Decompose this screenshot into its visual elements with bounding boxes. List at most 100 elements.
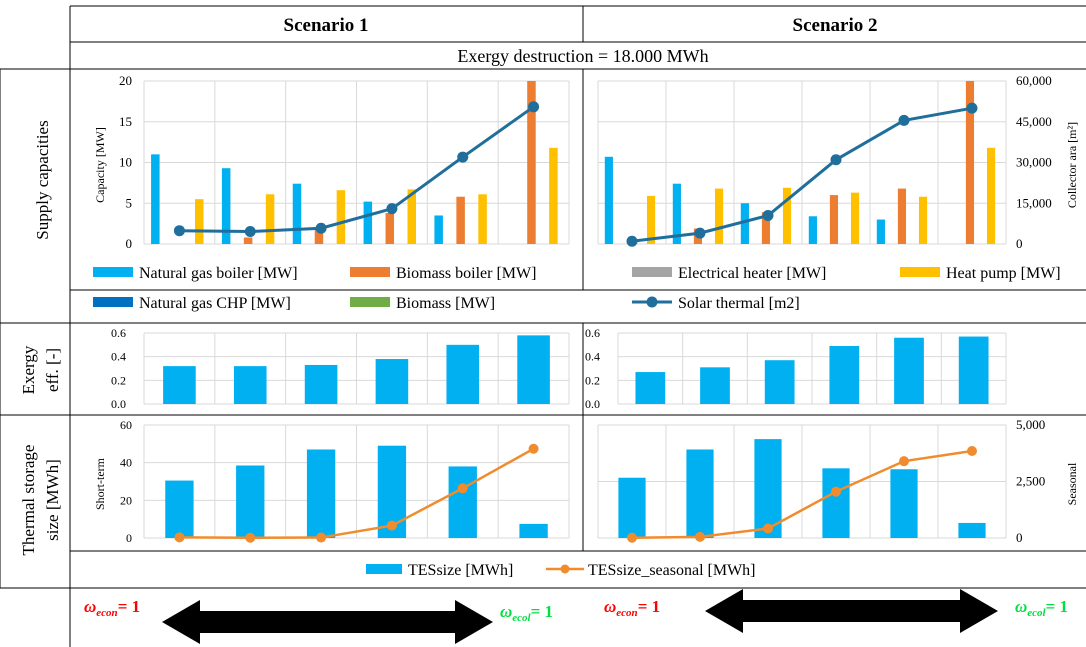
bar [754, 439, 782, 538]
line-point [966, 102, 978, 114]
legend-label: TESsize_seasonal [MWh] [588, 562, 756, 579]
line-point [830, 154, 842, 166]
y-tick-label: 0.0 [585, 397, 600, 411]
line-point [528, 101, 540, 113]
bar-natural-gas-boiler-mw- [604, 156, 613, 244]
bar [448, 466, 477, 538]
legend-label: Electrical heater [MW] [678, 265, 826, 282]
legend-swatch [93, 267, 133, 277]
legend-swatch [366, 564, 402, 574]
bar [446, 344, 480, 404]
bar-biomass-boiler-mw- [897, 188, 907, 244]
y-tick-label: 20 [119, 73, 132, 88]
y-tick-label: 20 [120, 493, 132, 507]
line-point [695, 531, 705, 542]
row-label-storage-2: size [MWh] [43, 459, 62, 541]
line-point [315, 222, 327, 234]
exergy-efficiency-chart-scenario-1: 0.0 0.2 0.4 0.6 [111, 326, 570, 411]
line-point [244, 226, 256, 238]
legend-swatch [632, 267, 672, 277]
thermal-storage-chart-scenario-2: 0 2,500 5,000 [597, 417, 1045, 545]
weight-ecol-2: ωecol= 1 [1015, 597, 1068, 619]
y2-axis-title-seasonal: Seasonal [1065, 462, 1079, 505]
series-line [179, 447, 535, 540]
y2-tick-label: 45,000 [1016, 114, 1052, 129]
bar [517, 335, 550, 404]
bar [958, 336, 989, 404]
y-tick-label: 60 [120, 418, 132, 432]
bar-natural-gas-boiler-mw- [221, 168, 231, 244]
bar-natural-gas-boiler-mw- [292, 183, 302, 244]
y-tick-label: 0.4 [585, 350, 600, 364]
legend-swatch [900, 267, 940, 277]
y-tick-label: 0.2 [585, 373, 600, 387]
y-tick-label: 40 [120, 456, 132, 470]
legend-label: TESsize [MWh] [408, 562, 513, 579]
y2-axis-title-collector: Collector ara [m²] [1065, 122, 1079, 208]
line-point [457, 483, 468, 494]
y-tick-label: 5 [126, 195, 133, 210]
y-axis-title-capacity: Capacity [MW] [93, 127, 107, 203]
scenario-2-header: Scenario 2 [793, 15, 878, 36]
y-tick-label: 0.6 [585, 326, 600, 340]
bar [764, 360, 795, 404]
legend-label: Heat pump [MW] [946, 265, 1061, 282]
svg-text:ωecol= 1: ωecol= 1 [1015, 597, 1068, 619]
bar-heat-pump-mw- [850, 192, 860, 244]
bar-biomass-boiler-mw- [829, 195, 839, 244]
thermal-storage-chart-scenario-1: 0 20 40 60 [120, 418, 570, 545]
scenario-1-header: Scenario 1 [284, 15, 369, 36]
legend-label: Natural gas CHP [MW] [139, 295, 291, 312]
bar-biomass-boiler-mw- [965, 81, 975, 244]
bar [233, 366, 267, 404]
bar [236, 465, 265, 538]
y2-tick-label: 5,000 [1016, 417, 1045, 432]
weight-econ-2: ωecon= 1 [604, 597, 660, 619]
y-tick-label: 10 [119, 155, 132, 170]
supply-capacities-chart-scenario-1: 0 5 10 15 20 [119, 73, 570, 251]
bar-biomass-boiler-mw- [314, 226, 324, 244]
bar-natural-gas-boiler-mw- [363, 201, 373, 244]
bar-heat-pump-mw- [714, 188, 724, 244]
y-axis-title-short-term: Short-term [93, 457, 107, 510]
bar [890, 469, 918, 538]
bar-biomass-boiler-mw- [385, 213, 395, 244]
bar [894, 337, 924, 404]
y2-tick-label: 60,000 [1016, 73, 1052, 88]
bar-heat-pump-mw- [986, 147, 996, 244]
legend-label: Biomass [MW] [396, 295, 495, 312]
line-point [899, 456, 909, 467]
line-point [174, 532, 185, 543]
y2-tick-label: 0 [1016, 530, 1023, 545]
bar [163, 366, 196, 404]
bar-natural-gas-boiler-mw- [434, 215, 443, 244]
storage-legend: TESsize [MWh] TESsize_seasonal [MWh] [366, 562, 756, 579]
line-point [528, 443, 539, 454]
tradeoff-arrow-scenario-2 [705, 589, 998, 633]
line-point [627, 532, 637, 543]
bar [958, 522, 986, 538]
supply-capacities-chart-scenario-2: 0 15,000 30,000 45,000 60,000 [597, 73, 1052, 251]
series-line [179, 105, 535, 234]
bar-heat-pump-mw- [407, 189, 416, 244]
bar-natural-gas-boiler-mw- [740, 203, 749, 244]
bar [519, 523, 548, 538]
svg-text:ωecon= 1: ωecon= 1 [84, 597, 140, 619]
y2-tick-label: 0 [1016, 236, 1023, 251]
bar-natural-gas-boiler-mw- [808, 216, 817, 244]
row-label-supply: Supply capacities [33, 120, 52, 239]
legend-swatch [350, 297, 390, 307]
table-frame [0, 5, 1086, 647]
line-point [173, 225, 185, 237]
legend-label: Biomass boiler [MW] [396, 265, 536, 282]
legend-swatch-marker [646, 296, 658, 308]
y-tick-label: 0.0 [111, 397, 126, 411]
legend-swatch [350, 267, 390, 277]
legend-label: Natural gas boiler [MW] [139, 265, 298, 282]
bar-heat-pump-mw- [195, 199, 204, 244]
series-line [631, 449, 973, 540]
y2-tick-label: 15,000 [1016, 195, 1052, 210]
bar [306, 449, 336, 538]
exergy-efficiency-chart-scenario-2: 0.0 0.2 0.4 0.6 [585, 326, 1007, 411]
bar [304, 364, 338, 404]
